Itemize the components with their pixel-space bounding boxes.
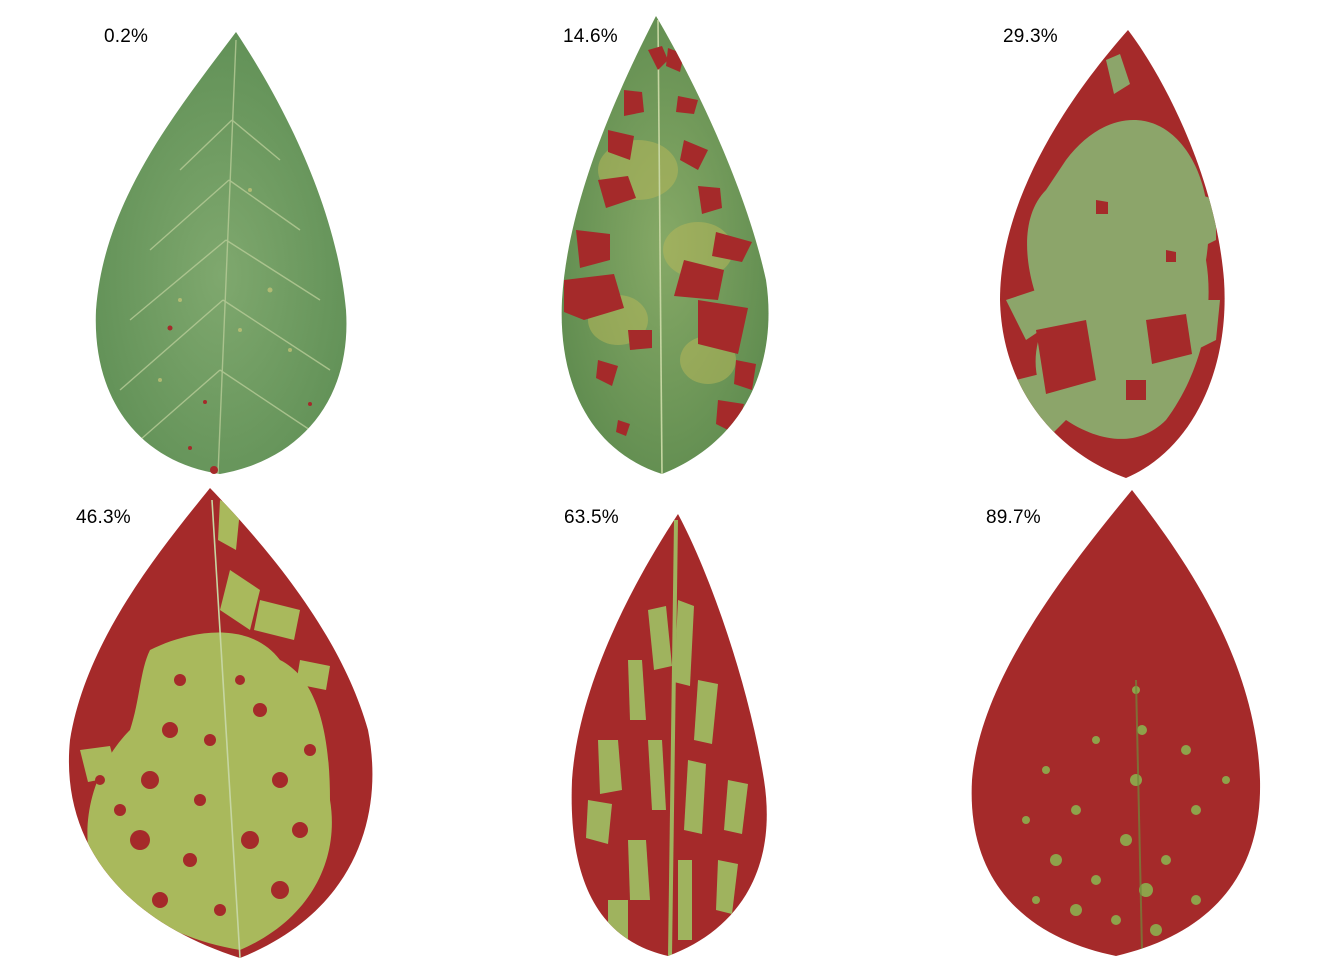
healthy-streaks <box>586 600 748 940</box>
leaf-veins <box>119 39 331 474</box>
healthy-areas <box>80 500 332 950</box>
leaf-blade <box>971 490 1261 956</box>
leaf-panel-1: 0.2% <box>0 0 448 480</box>
midrib <box>668 519 678 956</box>
lesion-specks <box>95 674 316 916</box>
lesion-areas <box>564 46 756 436</box>
midrib <box>211 499 241 958</box>
chlorotic-specks <box>158 188 292 382</box>
leaf-image-4 <box>68 488 373 958</box>
lesion-patches <box>1036 200 1192 400</box>
leaf-panel-2: 14.6% <box>448 0 896 480</box>
severity-label: 0.2% <box>104 26 149 47</box>
severity-label: 46.3% <box>76 507 131 528</box>
leaf-image-1 <box>95 32 347 474</box>
leaf-panel-6: 89.7% <box>896 480 1344 960</box>
lesion-spots <box>167 325 312 474</box>
leaf-blade <box>571 514 767 956</box>
leaf-image-3 <box>1000 30 1225 478</box>
severity-label: 14.6% <box>563 26 618 47</box>
severity-label: 89.7% <box>986 507 1041 528</box>
severity-label: 63.5% <box>564 507 619 528</box>
midrib <box>657 19 663 474</box>
leaf-panel-4: 46.3% <box>0 480 448 960</box>
leaf-blade <box>95 32 347 474</box>
leaf-image-6 <box>971 490 1261 956</box>
severity-label: 29.3% <box>1003 26 1058 47</box>
leaf-image-5 <box>571 514 767 956</box>
leaf-image-2 <box>561 16 769 474</box>
leaf-panel-5: 63.5% <box>448 480 896 960</box>
leaf-panel-3: 29.3% <box>896 0 1344 480</box>
healthy-specks <box>1022 686 1230 936</box>
midrib <box>1135 679 1143 951</box>
